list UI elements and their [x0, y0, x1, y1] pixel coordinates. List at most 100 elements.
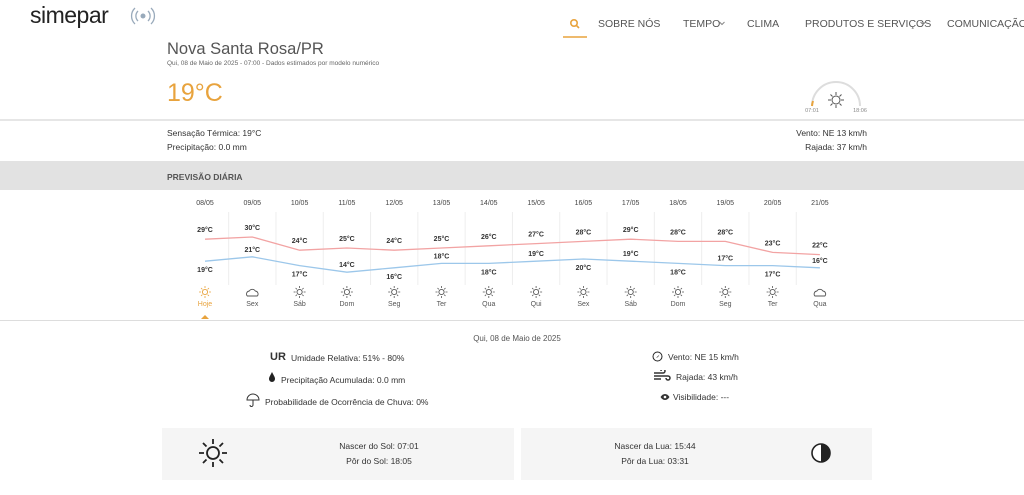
min-temperature: 20°C: [576, 264, 592, 272]
wind: Vento: NE 13 km/h: [796, 128, 867, 138]
max-temperature: 26°C: [481, 233, 497, 241]
weather-icon-rays: [199, 286, 211, 298]
max-temperature: 24°C: [386, 237, 402, 245]
day-label: Ter: [768, 301, 778, 308]
sun-rays: [828, 92, 844, 108]
eye-icon: [660, 394, 670, 400]
logo-waves: [130, 7, 156, 25]
weather-icon: [722, 288, 729, 296]
weather-icon-rays: [435, 286, 448, 298]
logo-dot: [140, 13, 146, 19]
max-temperature: 29°C: [197, 226, 213, 234]
max-temperature: 28°C: [576, 228, 592, 236]
day-label: Sáb: [624, 301, 637, 308]
rain-probability: Probabilidade de Ocorrência de Chuva: 0%: [265, 397, 429, 407]
sunrise-time: 07:01: [805, 108, 819, 114]
max-temperature: 25°C: [434, 235, 450, 243]
weather-icon-rays: [388, 286, 401, 298]
sun-icon: [831, 95, 841, 105]
nav-item[interactable]: SOBRE NÓS: [598, 18, 661, 30]
search-icon-handle: [575, 24, 580, 29]
min-temperature: 16°C: [386, 273, 402, 281]
sun-icon: [199, 439, 227, 467]
nav-item[interactable]: COMUNICAÇÃO: [947, 18, 1024, 30]
chevron: [719, 21, 725, 26]
weather-icon: [438, 288, 445, 296]
day-label: Sex: [577, 301, 590, 308]
precipitation: Precipitação: 0.0 mm: [167, 142, 247, 152]
details-wind: Vento: NE 15 km/h: [668, 352, 739, 362]
max-temperature: 27°C: [528, 231, 544, 239]
nav-item[interactable]: PRODUTOS E SERVIÇOS: [805, 18, 932, 30]
logo[interactable]: simepar: [30, 2, 109, 28]
divider: [0, 320, 1024, 321]
day-label: Qui: [531, 301, 542, 308]
max-temperature: 29°C: [623, 226, 639, 234]
drop-icon: [269, 372, 275, 382]
sun-arc: 07:01 18:06: [805, 81, 867, 114]
min-temperature: 19°C: [528, 250, 544, 258]
drop: [269, 372, 275, 382]
forecast-chart: 08/05 29°C 19°C Hoje 09/05 30°C 21°C Sex 10/05 24…: [196, 200, 829, 319]
gust-lines: [654, 370, 671, 381]
weather-icon: [580, 288, 587, 296]
moon-shade: [821, 444, 830, 462]
day-label: Seg: [388, 301, 401, 308]
nav-chevron: [719, 21, 725, 26]
max-temperature: 23°C: [765, 239, 781, 247]
arc: [811, 81, 861, 107]
forecast-date: 19/05: [717, 200, 735, 207]
weather-icon: [296, 288, 303, 296]
day-label: Sáb: [293, 301, 306, 308]
humidity-abbr: UR: [270, 351, 286, 363]
min-temperature: 18°C: [670, 268, 686, 276]
weather-icon-rays: [624, 286, 637, 298]
wind-icon: [652, 351, 663, 362]
city: Nova Santa Rosa/PR: [167, 40, 324, 58]
forecast-date: 20/05: [764, 200, 782, 207]
weather-icon-rays: [293, 286, 306, 298]
divider: [0, 119, 1024, 121]
min-temperature: 17°C: [765, 271, 781, 279]
accumulated-precipitation: Precipitação Acumulada: 0.0 mm: [281, 375, 406, 385]
weather-icon-rays: [672, 286, 684, 298]
umbrella-icon: [246, 393, 260, 407]
weather-icon-rays: [719, 286, 732, 298]
weather-icon: [627, 288, 634, 296]
humidity: Umidade Relativa: 51% - 80%: [291, 353, 405, 363]
gust: Rajada: 37 km/h: [805, 142, 867, 152]
weather-icon: [533, 288, 540, 296]
search-icon: [570, 19, 579, 28]
weather-icon-rays: [577, 286, 590, 298]
moonrise: Nascer da Lua: 15:44: [614, 441, 696, 451]
forecast-date: 09/05: [244, 200, 262, 207]
max-temperature: 22°C: [812, 242, 828, 250]
visibility: Visibilidade: ---: [673, 392, 730, 402]
arc-progress: [811, 100, 814, 107]
max-temperature: 24°C: [292, 237, 308, 245]
max-temperature-line: [204, 236, 820, 256]
weather-icon-rays: [482, 286, 495, 298]
sunrise: Nascer do Sol: 07:01: [339, 441, 419, 451]
search-button[interactable]: [563, 12, 587, 38]
gust-icon: [654, 370, 671, 381]
weather-icon-rays: [340, 286, 353, 298]
day-label: Qua: [813, 301, 826, 308]
compass: [652, 351, 663, 362]
sun-rays: [199, 439, 227, 467]
weather-icon-rays: [530, 286, 543, 298]
forecast-date: 21/05: [811, 200, 829, 207]
forecast-date: 12/05: [385, 200, 403, 207]
details-gust: Rajada: 43 km/h: [676, 372, 738, 382]
umbrella: [246, 393, 260, 407]
day-label: Dom: [340, 301, 355, 308]
nav-item[interactable]: TEMPO: [683, 18, 721, 30]
forecast-date: 10/05: [291, 200, 309, 207]
section-bar: [0, 161, 1024, 190]
chevron: [920, 21, 926, 26]
nav-chevron: [920, 21, 926, 26]
forecast-date: 11/05: [338, 200, 355, 207]
nav-item[interactable]: CLIMA: [747, 18, 780, 30]
